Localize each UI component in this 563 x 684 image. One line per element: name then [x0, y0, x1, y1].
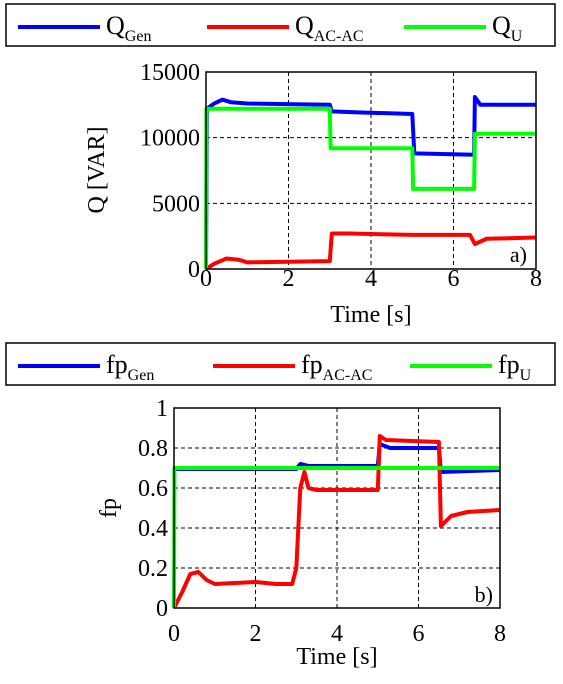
legend-entry: fpAC-AC	[301, 350, 372, 384]
x-tick-label: 2	[283, 266, 295, 292]
y-tick-label: 0.2	[138, 556, 168, 582]
x-tick-label: 4	[331, 621, 343, 647]
x-tick-label: 2	[250, 621, 262, 647]
x-tick-label: 8	[494, 621, 506, 647]
y-axis-title: Q [VAR]	[84, 127, 110, 214]
y-tick-label: 5000	[152, 191, 200, 217]
y-tick-label: 0	[156, 596, 168, 622]
x-tick-label: 4	[365, 266, 377, 292]
legend-entry: QAC-AC	[295, 11, 364, 45]
chart-panel-a: QGen QAC-AC QU 0 2 4 6 8 0 5000 10000 15000 Time [s]…	[5, 3, 556, 328]
series-line-ac-ac	[172, 434, 501, 609]
legend-entry: QU	[492, 11, 523, 45]
panel-tag-bg	[502, 242, 530, 266]
y-tick-label: 0.8	[138, 436, 168, 462]
plot-frame	[173, 407, 501, 609]
series-line-ac-ac	[204, 231, 537, 271]
panel-tag: b)	[475, 582, 493, 607]
y-tick-label: 10000	[140, 126, 200, 152]
legend-entry: fpU	[498, 350, 532, 384]
x-tick-label: 8	[530, 266, 542, 292]
x-tick-label: 6	[413, 621, 425, 647]
x-tick-label: 6	[448, 266, 460, 292]
series-line-u	[204, 106, 536, 270]
legend-entry: fpGen	[106, 350, 154, 384]
legend-entry: QGen	[106, 11, 151, 45]
panel-tag-bg	[468, 582, 496, 606]
y-tick-label: 1	[156, 396, 168, 422]
plot-frame	[205, 71, 537, 270]
y-tick-label: 0.4	[138, 516, 168, 542]
x-tick-label: 0	[200, 266, 212, 292]
y-tick-label: 15000	[140, 60, 200, 86]
y-tick-label: 0	[188, 257, 200, 283]
x-axis-title: Time [s]	[330, 302, 411, 328]
y-axis-title: fp	[96, 498, 122, 518]
chart-panel-b: fpGen fpAC-AC fpU 0 2 4 6 8 0 0.2 0.4 0.6 0.8 1 Time […	[5, 342, 556, 670]
y-tick-label: 0.6	[138, 476, 168, 502]
x-axis-title: Time [s]	[296, 644, 377, 670]
panel-tag: a)	[510, 242, 527, 267]
x-tick-label: 0	[168, 621, 180, 647]
